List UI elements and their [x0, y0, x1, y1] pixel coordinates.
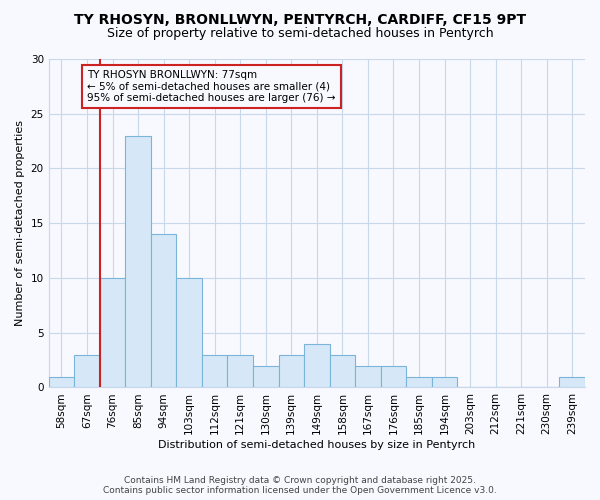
Text: TY RHOSYN BRONLLWYN: 77sqm
← 5% of semi-detached houses are smaller (4)
95% of s: TY RHOSYN BRONLLWYN: 77sqm ← 5% of semi-…: [87, 70, 335, 103]
Bar: [380, 366, 406, 388]
Text: TY RHOSYN, BRONLLWYN, PENTYRCH, CARDIFF, CF15 9PT: TY RHOSYN, BRONLLWYN, PENTYRCH, CARDIFF,…: [74, 12, 526, 26]
Bar: [227, 354, 253, 388]
Bar: [355, 366, 380, 388]
Text: Size of property relative to semi-detached houses in Pentyrch: Size of property relative to semi-detach…: [107, 28, 493, 40]
Bar: [304, 344, 329, 388]
Bar: [176, 278, 202, 388]
Text: Contains HM Land Registry data © Crown copyright and database right 2025.
Contai: Contains HM Land Registry data © Crown c…: [103, 476, 497, 495]
Bar: [253, 366, 278, 388]
Bar: [329, 354, 355, 388]
Bar: [49, 376, 74, 388]
Bar: [125, 136, 151, 388]
Bar: [202, 354, 227, 388]
Bar: [406, 376, 432, 388]
X-axis label: Distribution of semi-detached houses by size in Pentyrch: Distribution of semi-detached houses by …: [158, 440, 475, 450]
Bar: [432, 376, 457, 388]
Bar: [278, 354, 304, 388]
Bar: [100, 278, 125, 388]
Bar: [74, 354, 100, 388]
Bar: [559, 376, 585, 388]
Y-axis label: Number of semi-detached properties: Number of semi-detached properties: [15, 120, 25, 326]
Bar: [151, 234, 176, 388]
